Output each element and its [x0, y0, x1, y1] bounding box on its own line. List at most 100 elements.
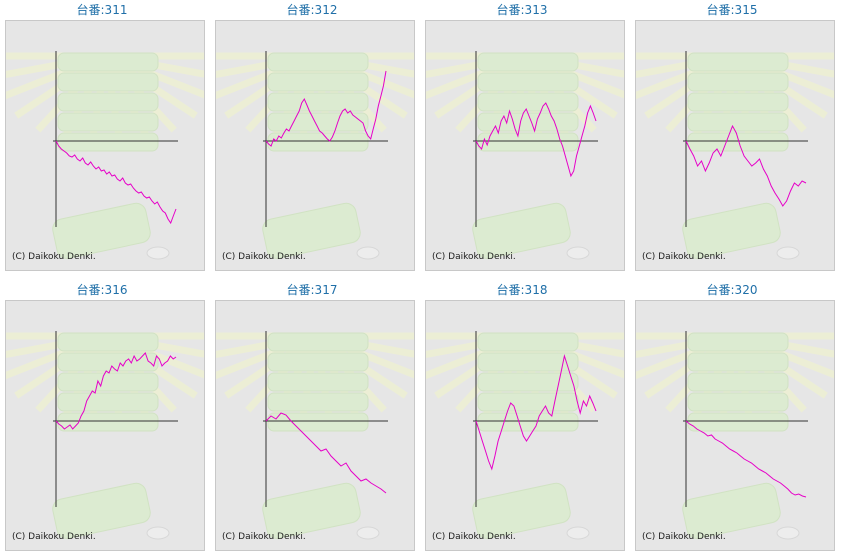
box-shape	[57, 92, 159, 112]
series-line	[685, 420, 807, 498]
line-plot	[426, 331, 624, 540]
graph-panel: (C) Daikoku Denki.	[635, 20, 835, 271]
coin-shape	[356, 246, 380, 260]
box-shape	[477, 332, 579, 352]
box-shape	[687, 412, 789, 432]
copyright-text: (C) Daikoku Denki.	[12, 252, 96, 262]
background-art	[636, 332, 834, 540]
copyright-text: (C) Daikoku Denki.	[432, 252, 516, 262]
chart-title[interactable]: 台番:311	[76, 3, 128, 17]
box-shape	[267, 92, 369, 112]
series-line	[265, 412, 387, 494]
box-shape	[477, 392, 579, 412]
line-plot	[6, 331, 204, 540]
box-shape	[57, 52, 159, 72]
box-shape	[57, 392, 159, 412]
chart-cell: 台番:316 (C) Daikoku Denki.	[5, 280, 205, 557]
background-art	[426, 332, 624, 540]
box-shape	[477, 412, 579, 432]
chart-cell: 台番:312 (C) Daikoku Denki.	[215, 0, 415, 277]
box-shape	[57, 72, 159, 92]
background-art	[6, 52, 204, 260]
chart-title[interactable]: 台番:318	[496, 283, 548, 297]
box-shape	[267, 132, 369, 152]
chart-cell: 台番:315 (C) Daikoku Denki.	[635, 0, 835, 277]
copyright-text: (C) Daikoku Denki.	[642, 252, 726, 262]
graph-panel: (C) Daikoku Denki.	[215, 20, 415, 271]
copyright-text: (C) Daikoku Denki.	[642, 532, 726, 542]
box-shape	[687, 352, 789, 372]
coin-shape	[146, 246, 170, 260]
box-shape	[57, 412, 159, 432]
line-plot	[6, 51, 204, 260]
tray-shape	[52, 202, 151, 259]
line-plot	[216, 331, 414, 540]
box-shape	[477, 112, 579, 132]
chart-title[interactable]: 台番:315	[706, 3, 758, 17]
box-shape	[477, 132, 579, 152]
box-shape	[477, 352, 579, 372]
line-plot	[426, 51, 624, 260]
copyright-text: (C) Daikoku Denki.	[432, 532, 516, 542]
box-shape	[267, 372, 369, 392]
coin-shape	[566, 246, 590, 260]
box-shape	[687, 72, 789, 92]
chart-title[interactable]: 台番:316	[76, 283, 128, 297]
box-shape	[687, 92, 789, 112]
graph-panel: (C) Daikoku Denki.	[215, 300, 415, 551]
copyright-text: (C) Daikoku Denki.	[12, 532, 96, 542]
chart-cell: 台番:320 (C) Daikoku Denki.	[635, 280, 835, 557]
chart-cell: 台番:313 (C) Daikoku Denki.	[425, 0, 625, 277]
box-shape	[267, 72, 369, 92]
graph-panel: (C) Daikoku Denki.	[425, 300, 625, 551]
series-line	[55, 140, 177, 225]
chart-title[interactable]: 台番:312	[286, 3, 338, 17]
graph-panel: (C) Daikoku Denki.	[5, 300, 205, 551]
box-shape	[267, 352, 369, 372]
series-line	[475, 354, 597, 471]
line-plot	[216, 51, 414, 260]
box-shape	[687, 372, 789, 392]
graph-panel: (C) Daikoku Denki.	[425, 20, 625, 271]
box-shape	[57, 112, 159, 132]
background-art	[216, 332, 414, 540]
background-art	[636, 52, 834, 260]
graph-panel: (C) Daikoku Denki.	[5, 20, 205, 271]
box-shape	[57, 332, 159, 352]
tray-shape	[262, 202, 361, 259]
box-shape	[687, 112, 789, 132]
chart-cell: 台番:311 (C) Daikoku Denki.	[5, 0, 205, 277]
box-shape	[687, 392, 789, 412]
tray-shape	[472, 482, 571, 539]
line-plot	[636, 331, 834, 540]
box-shape	[687, 132, 789, 152]
chart-title[interactable]: 台番:313	[496, 3, 548, 17]
tray-shape	[52, 482, 151, 539]
line-plot	[636, 51, 834, 260]
box-shape	[267, 412, 369, 432]
box-shape	[687, 332, 789, 352]
graph-panel: (C) Daikoku Denki.	[635, 300, 835, 551]
box-shape	[477, 52, 579, 72]
coin-shape	[356, 526, 380, 540]
copyright-text: (C) Daikoku Denki.	[222, 532, 306, 542]
series-line	[685, 124, 807, 207]
series-line	[265, 70, 387, 147]
series-line	[475, 102, 597, 178]
box-shape	[267, 52, 369, 72]
tray-shape	[682, 202, 781, 259]
background-art	[216, 52, 414, 260]
series-line	[55, 352, 177, 430]
chart-cell: 台番:317 (C) Daikoku Denki.	[215, 280, 415, 557]
box-shape	[267, 112, 369, 132]
box-shape	[57, 372, 159, 392]
chart-title[interactable]: 台番:320	[706, 283, 758, 297]
copyright-text: (C) Daikoku Denki.	[222, 252, 306, 262]
coin-shape	[776, 246, 800, 260]
chart-title[interactable]: 台番:317	[286, 283, 338, 297]
tray-shape	[472, 202, 571, 259]
chart-cell: 台番:318 (C) Daikoku Denki.	[425, 280, 625, 557]
box-shape	[267, 332, 369, 352]
box-shape	[57, 132, 159, 152]
box-shape	[267, 392, 369, 412]
